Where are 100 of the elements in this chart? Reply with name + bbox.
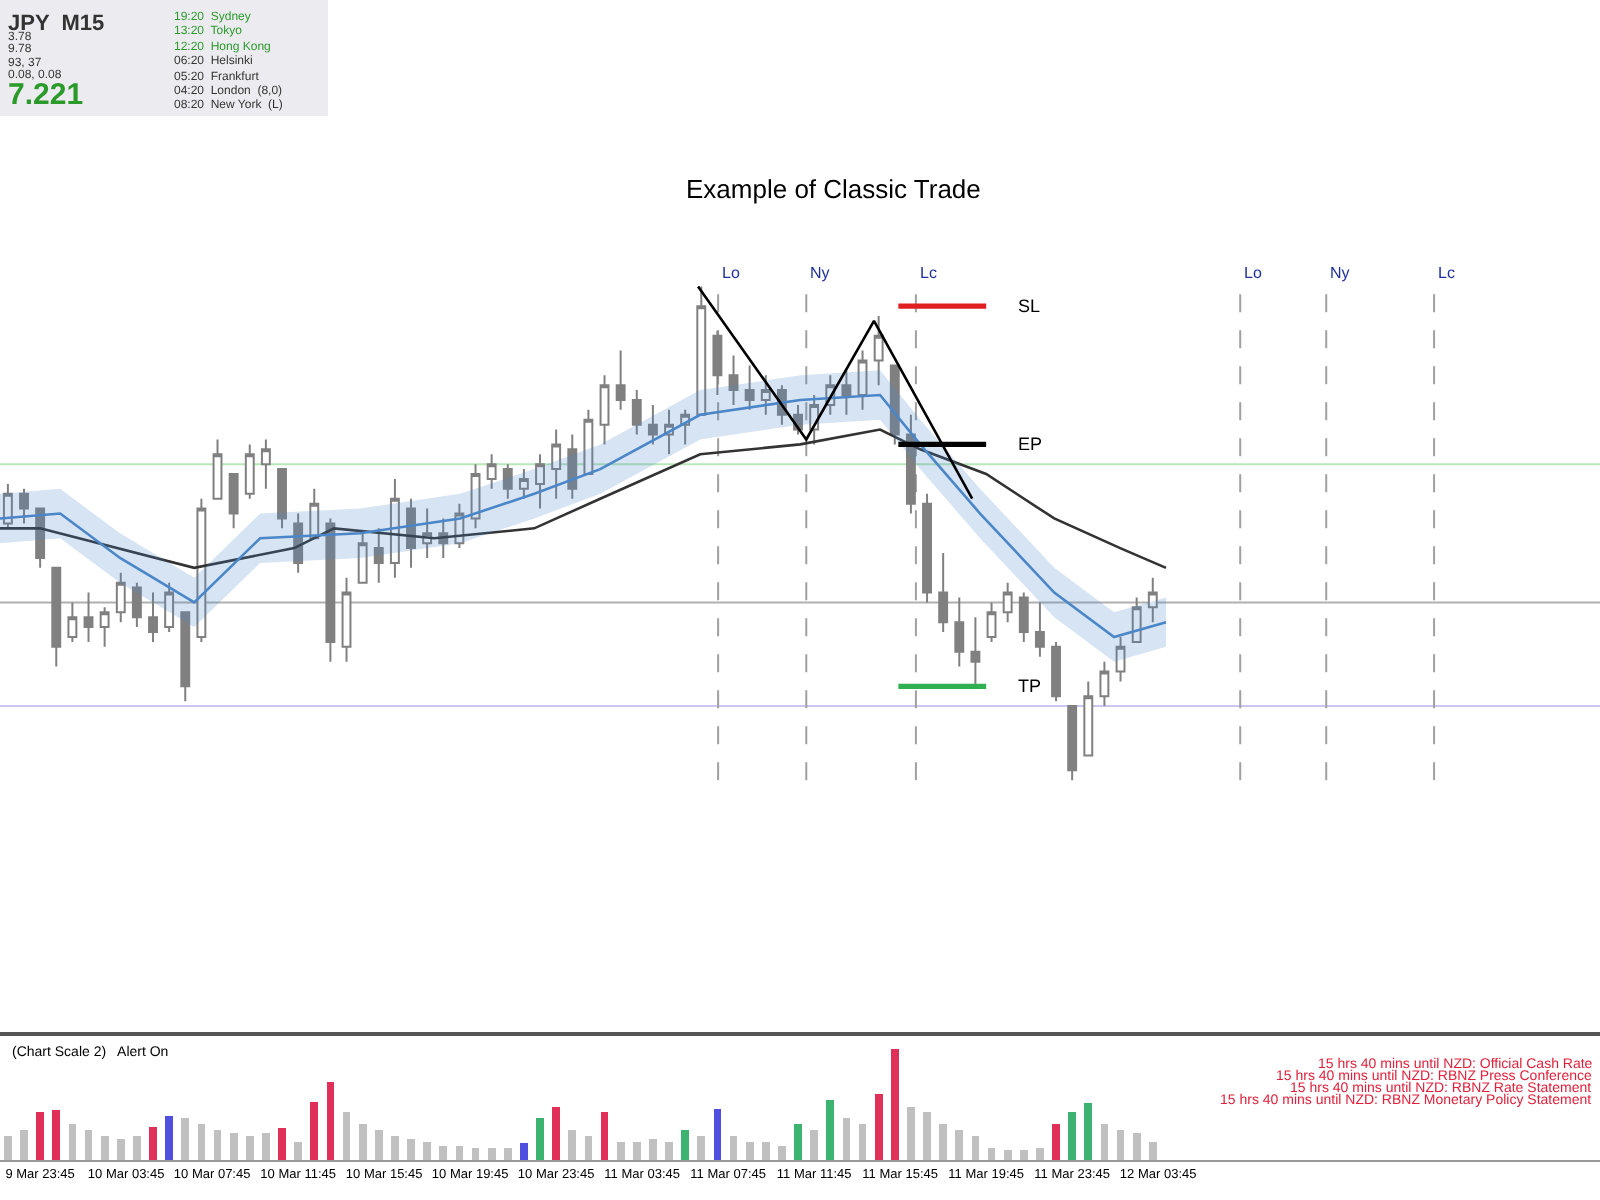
candlestick	[583, 408, 594, 476]
bar	[939, 1124, 948, 1160]
bar	[1052, 1124, 1060, 1160]
bar	[1132, 1133, 1141, 1160]
candlestick	[567, 433, 578, 500]
bar	[487, 1147, 496, 1160]
candlestick	[922, 492, 932, 604]
bar	[1116, 1130, 1125, 1160]
bar	[391, 1135, 399, 1160]
candlestick	[744, 364, 755, 411]
bar	[1003, 1150, 1012, 1160]
bar	[778, 1145, 786, 1160]
bar	[100, 1135, 109, 1160]
candlestick	[502, 463, 513, 500]
candlestick	[841, 369, 852, 416]
bar	[503, 1147, 512, 1160]
candlestick	[1099, 660, 1110, 708]
candlestick	[1034, 601, 1045, 658]
candlestick	[1131, 596, 1142, 643]
candlestick	[873, 315, 884, 387]
bar	[713, 1108, 722, 1160]
bar	[84, 1130, 93, 1160]
ref-line-label: Lc	[920, 264, 937, 282]
candlestick	[67, 601, 78, 643]
ref-line-label: Ny	[810, 264, 830, 282]
candlestick	[760, 374, 771, 416]
candlestick	[325, 517, 336, 663]
candlestick	[647, 403, 658, 446]
bar	[874, 1094, 883, 1160]
bar	[923, 1112, 931, 1160]
candlestick	[696, 285, 707, 416]
bar	[197, 1124, 206, 1160]
candlestick	[938, 552, 949, 634]
candlestick	[1051, 640, 1061, 703]
bar	[520, 1143, 528, 1160]
candlestick	[857, 349, 868, 411]
candlestick	[1067, 705, 1078, 782]
candlestick	[551, 428, 562, 500]
series-label: SL	[1018, 296, 1041, 316]
bar	[907, 1106, 915, 1160]
candlestick	[599, 374, 610, 446]
candlestick	[954, 596, 965, 668]
bar	[245, 1135, 254, 1160]
bar	[181, 1117, 190, 1160]
bar	[697, 1135, 706, 1160]
candlestick	[277, 468, 287, 530]
bar	[761, 1142, 770, 1160]
candlestick	[148, 591, 158, 643]
ref-line-label: Lc	[1438, 264, 1455, 282]
bar	[1148, 1142, 1157, 1160]
bar	[536, 1117, 544, 1160]
bar	[1084, 1103, 1093, 1160]
candlestick	[486, 453, 497, 490]
candlestick	[196, 497, 207, 643]
bar	[20, 1130, 28, 1160]
bar	[358, 1124, 367, 1160]
bar	[229, 1133, 238, 1160]
bar	[1100, 1124, 1109, 1160]
bar	[632, 1142, 641, 1160]
bar	[858, 1124, 867, 1160]
candlestick	[244, 443, 255, 500]
ref-line-label: Lo	[1244, 264, 1263, 282]
candlestick	[51, 566, 62, 668]
bar	[310, 1102, 319, 1160]
bar	[294, 1142, 303, 1160]
bar	[1019, 1150, 1028, 1160]
bar	[552, 1106, 561, 1160]
candlestick	[357, 532, 368, 584]
candlestick	[535, 453, 545, 510]
bar	[439, 1145, 448, 1160]
candlestick	[712, 329, 723, 397]
candlestick	[518, 468, 529, 500]
candlestick	[19, 487, 29, 525]
bar	[4, 1135, 12, 1160]
candlestick	[1083, 680, 1094, 757]
candlestick	[986, 601, 997, 643]
candlestick	[309, 487, 320, 540]
series-label: EP	[1018, 434, 1043, 454]
candlestick	[1002, 581, 1013, 624]
candlestick	[905, 413, 916, 515]
candlestick	[164, 581, 175, 634]
bar	[278, 1127, 286, 1160]
bar	[213, 1130, 222, 1160]
candlestick	[115, 571, 126, 624]
bar	[374, 1130, 383, 1160]
candlestick	[1147, 576, 1158, 624]
bar	[149, 1126, 157, 1160]
candlestick	[180, 611, 191, 703]
bar	[165, 1115, 174, 1160]
candlestick	[131, 581, 142, 629]
bar	[1036, 1147, 1044, 1160]
series-label: TP	[1018, 676, 1042, 696]
candlestick	[373, 527, 384, 584]
candlestick	[631, 389, 642, 436]
bar	[616, 1142, 625, 1160]
bar	[842, 1117, 851, 1160]
candlestick	[341, 576, 352, 663]
candlestick	[389, 477, 400, 579]
bar	[407, 1138, 415, 1160]
bar	[68, 1124, 77, 1160]
